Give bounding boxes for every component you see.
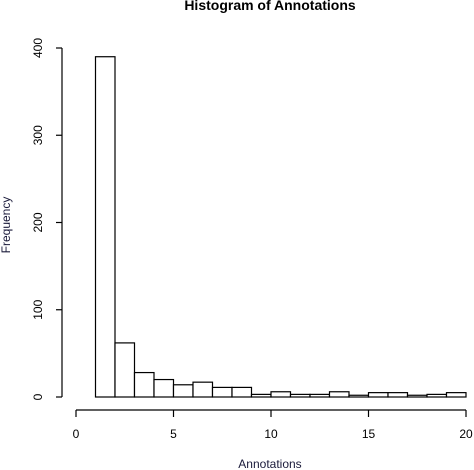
histogram-bar bbox=[406, 394, 428, 398]
y-tick-label: 400 bbox=[31, 38, 45, 58]
y-axis: 0 100 200 300 400 bbox=[31, 38, 63, 400]
y-tick-label: 0 bbox=[31, 393, 45, 400]
histogram-bar bbox=[133, 371, 155, 398]
histogram-bar bbox=[387, 392, 409, 398]
x-axis-label: Annotations bbox=[238, 457, 301, 470]
x-tick-label: 10 bbox=[264, 427, 278, 441]
bars-group bbox=[94, 56, 467, 398]
histogram-bar bbox=[328, 391, 350, 398]
histogram-bar bbox=[309, 393, 331, 398]
histogram-bar bbox=[289, 393, 311, 398]
histogram-bar bbox=[172, 384, 194, 398]
histogram-bar bbox=[250, 393, 272, 398]
histogram-bar bbox=[114, 342, 136, 398]
histogram-bar bbox=[211, 386, 233, 398]
histogram-bar bbox=[231, 386, 253, 398]
histogram-bar bbox=[94, 56, 116, 398]
y-tick-label: 100 bbox=[31, 299, 45, 319]
x-tick-label: 5 bbox=[170, 427, 177, 441]
histogram-bar bbox=[270, 391, 292, 398]
histogram-bar bbox=[426, 393, 448, 398]
x-axis: 0 5 10 15 20 bbox=[73, 409, 473, 441]
histogram-bar bbox=[348, 394, 370, 398]
y-tick-label: 300 bbox=[31, 125, 45, 145]
chart-title: Histogram of Annotations bbox=[184, 0, 356, 13]
histogram-bar bbox=[153, 378, 175, 398]
histogram-bar bbox=[192, 381, 214, 398]
histogram-bar bbox=[445, 392, 467, 398]
y-axis-label: Frequency bbox=[0, 197, 13, 254]
y-tick-label: 200 bbox=[31, 212, 45, 232]
x-tick-label: 0 bbox=[73, 427, 80, 441]
x-tick-label: 20 bbox=[459, 427, 473, 441]
x-tick-label: 15 bbox=[362, 427, 376, 441]
histogram-bar bbox=[367, 392, 389, 398]
